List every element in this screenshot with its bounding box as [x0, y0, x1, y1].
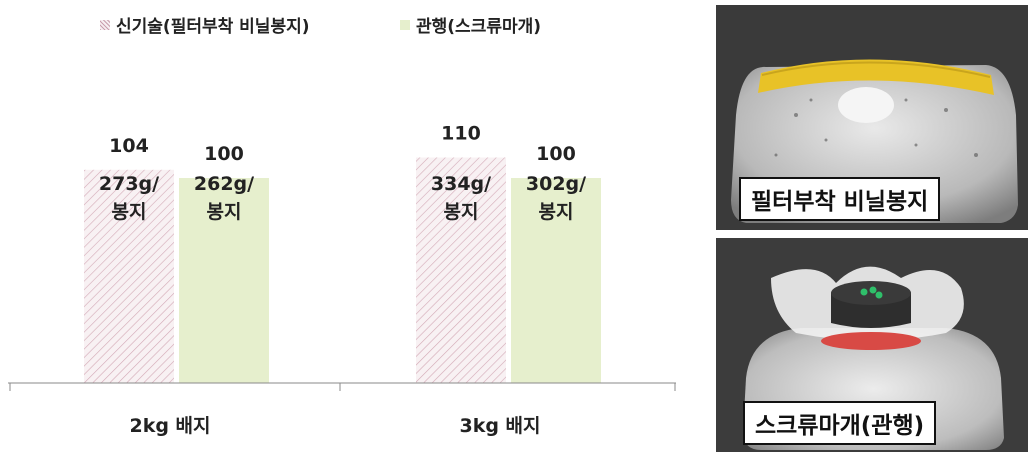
legend-label-new-tech: 신기술(필터부착 비닐봉지) — [116, 17, 310, 37]
value-label-new-tech-1: 110 — [441, 123, 481, 145]
legend-label-conventional: 관행(스크류마개) — [416, 17, 542, 37]
legend-swatch-new-tech — [100, 19, 110, 30]
legend-swatch-conventional — [400, 19, 410, 30]
bar-new-tech-0 — [84, 169, 174, 383]
photo-label-filter-bag: 필터부착 비닐봉지 — [739, 177, 941, 221]
inner-label-conventional-1-0: 302g/ — [526, 173, 586, 195]
value-label-conventional-0: 100 — [204, 143, 244, 165]
value-label-new-tech-0: 104 — [109, 135, 149, 157]
category-label-0: 2kg 배지 — [129, 415, 210, 437]
bar-conventional-0 — [179, 178, 269, 383]
chart-svg: 104 273g/봉지 100 262g/봉지 2kg 배지 110 334g/봉지 100 3… — [8, 123, 676, 437]
inner-label-new-tech-0-0: 273g/ — [99, 173, 159, 195]
bar-conventional-1 — [511, 178, 601, 383]
value-label-conventional-1: 100 — [536, 143, 576, 165]
inner-label-conventional-0-1: 봉지 — [207, 201, 242, 223]
legend-item-conventional: 관행(스크류마개) — [400, 12, 541, 37]
bar-new-tech-1 — [416, 157, 506, 383]
photo-screw-cap: 스크류마개(관행) — [716, 238, 1028, 452]
photo-label-screw-cap: 스크류마개(관행) — [743, 401, 937, 445]
inner-label-new-tech-0-1: 봉지 — [112, 201, 147, 223]
inner-label-conventional-1-1: 봉지 — [539, 201, 574, 223]
chart: 신기술(필터부착 비닐봉지) 관행(스크류마개) 104 273g/봉지 100 26… — [8, 12, 676, 437]
legend-item-new-tech: 신기술(필터부착 비닐봉지) — [100, 12, 310, 37]
inner-label-conventional-0-0: 262g/ — [194, 173, 254, 195]
inner-label-new-tech-1-1: 봉지 — [444, 201, 479, 223]
category-label-1: 3kg 배지 — [459, 415, 540, 437]
photo-filter-bag: 필터부착 비닐봉지 — [716, 5, 1028, 230]
inner-label-new-tech-1-0: 334g/ — [431, 173, 491, 195]
